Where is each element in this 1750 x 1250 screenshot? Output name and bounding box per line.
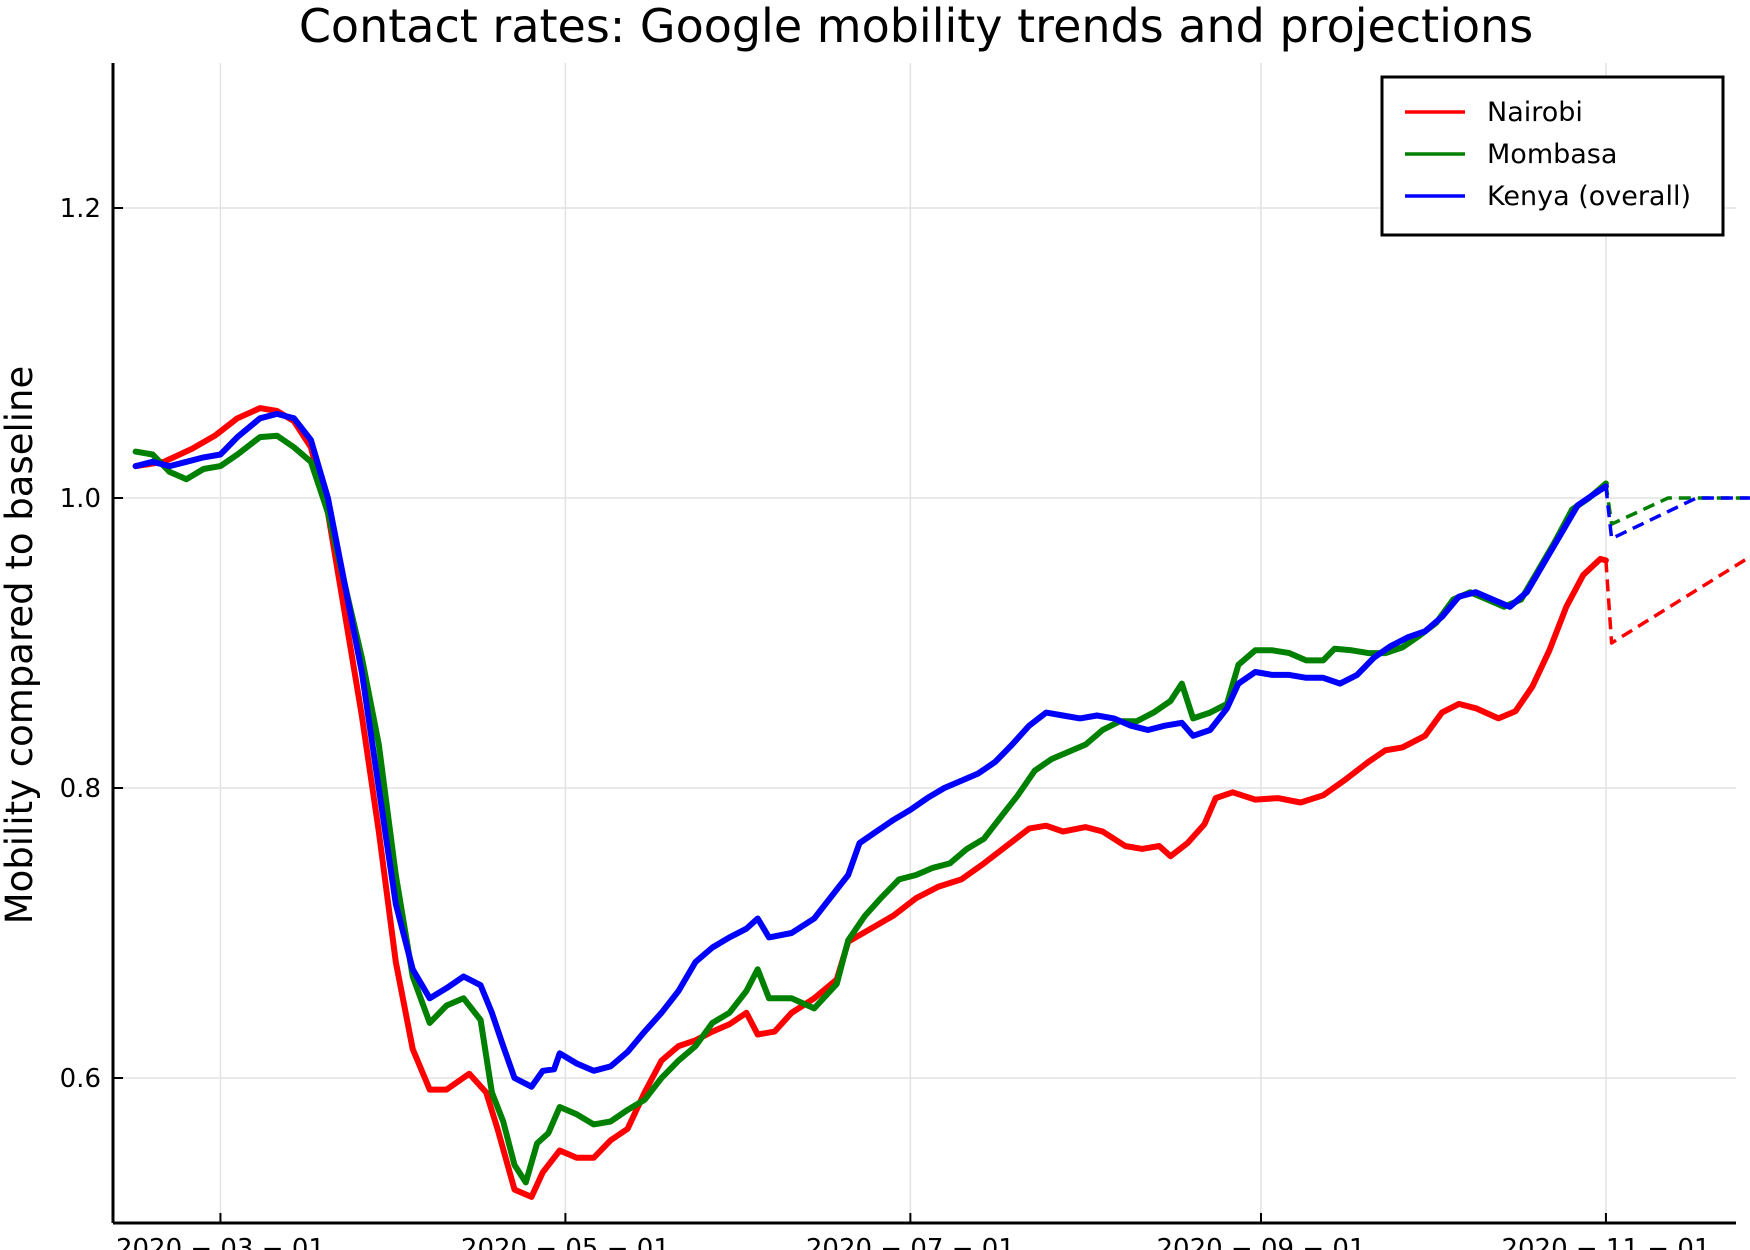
series-layer — [132, 405, 1750, 1200]
y-tick-label-2: 1.0 — [60, 484, 101, 514]
projection-line-nairobi — [1604, 554, 1750, 645]
projection-line-mombasa — [1604, 483, 1750, 526]
legend-label-nairobi: Nairobi — [1487, 97, 1583, 128]
y-tick-label-3: 1.2 — [60, 194, 101, 224]
x-tick-label-4: 2020 − 11 − 01 — [1501, 1234, 1710, 1250]
legend: Nairobi Mombasa Kenya (overall) — [1380, 75, 1725, 237]
legend-box — [1380, 75, 1725, 237]
series-line-mombasa — [132, 432, 1609, 1186]
projection-line-kenya-overall — [1604, 486, 1750, 541]
y-tick-label-0: 0.6 — [60, 1064, 101, 1094]
x-tick-label-3: 2020 − 09 − 01 — [1156, 1234, 1365, 1250]
chart-title: Contact rates: Google mobility trends an… — [299, 0, 1533, 53]
x-tick-label-2: 2020 − 07 − 01 — [806, 1234, 1015, 1250]
x-tick-label-1: 2020 − 05 − 01 — [461, 1234, 670, 1250]
legend-label-kenya-overall: Kenya (overall) — [1487, 181, 1691, 212]
y-axis-label: Mobility compared to baseline — [0, 366, 41, 925]
tick-layer: 2020 − 03 − 01 2020 − 05 − 01 2020 − 07 − … — [60, 194, 1711, 1250]
x-tick-label-0: 2020 − 03 − 01 — [116, 1234, 325, 1250]
legend-label-mombasa: Mombasa — [1487, 139, 1617, 170]
axes — [111, 63, 1736, 1225]
series-line-kenya-overall — [132, 410, 1609, 1090]
y-tick-label-1: 0.8 — [60, 774, 101, 804]
